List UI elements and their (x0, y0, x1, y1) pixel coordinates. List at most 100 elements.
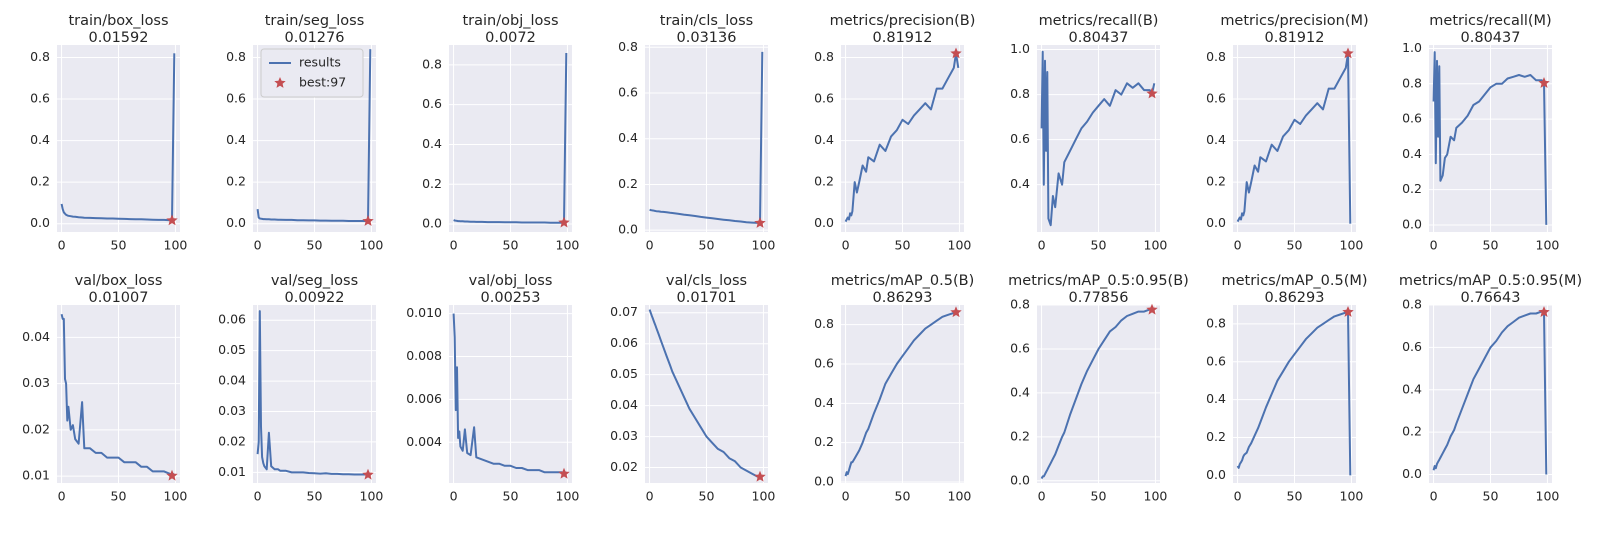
x-tick-label: 100 (360, 238, 384, 253)
x-tick-label: 50 (503, 489, 519, 504)
y-tick-label: 0.2 (1206, 429, 1226, 444)
chart-subtitle: 0.03136 (677, 30, 737, 46)
y-tick-label: 0.02 (22, 421, 50, 436)
y-tick-label: 0.8 (1402, 297, 1422, 312)
chart-title: val/cls_loss (666, 273, 747, 289)
x-tick-label: 50 (895, 238, 911, 253)
y-tick-label: 0.6 (30, 91, 50, 106)
x-tick-label: 100 (164, 238, 188, 253)
best-marker (1146, 87, 1158, 99)
x-tick-label: 100 (164, 489, 188, 504)
line-series (844, 311, 959, 477)
y-tick-label: 0.008 (406, 348, 442, 363)
y-tick-label: 0.6 (1010, 340, 1030, 355)
y-tick-label: 0.0 (814, 474, 834, 489)
line-series (1236, 311, 1352, 476)
best-marker (950, 306, 962, 318)
x-tick-label: 0 (450, 238, 458, 253)
legend-label: best:97 (299, 75, 346, 90)
y-tick-label: 0.04 (610, 397, 638, 412)
chart-subtitle: 0.76643 (1461, 290, 1521, 306)
x-tick-label: 0 (254, 489, 262, 504)
y-tick-label: 0.2 (814, 174, 834, 189)
y-tick-label: 0.6 (618, 85, 638, 100)
x-tick-label: 0 (646, 238, 654, 253)
line-series (1432, 51, 1548, 225)
chart-title: metrics/mAP_0.5(B) (831, 273, 975, 289)
y-tick-label: 0.0 (618, 222, 638, 237)
chart-title: metrics/mAP_0.5:0.95(B) (1008, 273, 1189, 289)
best-marker (166, 214, 178, 226)
y-tick-label: 0.6 (1010, 131, 1030, 146)
y-tick-label: 0.6 (1402, 339, 1422, 354)
y-tick-label: 0.02 (610, 459, 638, 474)
x-tick-label: 50 (1483, 489, 1499, 504)
chart-subtitle: 0.77856 (1069, 290, 1129, 306)
y-tick-label: 0.010 (406, 305, 442, 320)
y-tick-label: 0.0 (30, 215, 50, 230)
line-series (452, 313, 567, 475)
y-tick-label: 0.03 (610, 428, 638, 443)
x-tick-label: 50 (307, 238, 323, 253)
chart-title: metrics/recall(M) (1429, 13, 1551, 29)
x-tick-label: 0 (254, 238, 262, 253)
y-tick-label: 0.02 (218, 433, 246, 448)
line-series (256, 310, 371, 476)
line-series (1432, 310, 1548, 475)
chart-title: val/obj_loss (469, 273, 553, 289)
x-tick-label: 0 (1430, 238, 1438, 253)
y-tick-label: 0.0 (1402, 216, 1422, 231)
y-tick-label: 0.4 (1206, 132, 1226, 147)
y-tick-label: 0.2 (226, 174, 246, 189)
y-tick-label: 0.4 (30, 132, 50, 147)
y-tick-label: 0.4 (1206, 391, 1226, 406)
chart-subtitle: 0.00922 (285, 290, 345, 306)
x-tick-label: 50 (111, 238, 127, 253)
x-tick-label: 50 (699, 238, 715, 253)
x-tick-label: 100 (1340, 489, 1364, 504)
y-tick-label: 0.4 (226, 132, 246, 147)
line-series (256, 49, 372, 222)
y-tick-label: 0.6 (1206, 91, 1226, 106)
y-tick-label: 0.8 (814, 49, 834, 64)
y-tick-label: 0.0 (1206, 467, 1226, 482)
y-tick-label: 0.8 (422, 56, 442, 71)
legend-swatch (274, 77, 286, 88)
best-marker (362, 215, 374, 226)
x-tick-label: 50 (1091, 489, 1107, 504)
best-marker (754, 217, 766, 228)
chart-subtitle: 0.80437 (1461, 30, 1521, 46)
y-tick-label: 0.2 (1402, 181, 1422, 196)
chart-title: val/box_loss (75, 273, 163, 289)
line-series (60, 313, 175, 477)
y-tick-label: 0.2 (618, 176, 638, 191)
y-tick-label: 0.4 (814, 132, 834, 147)
x-tick-label: 0 (842, 238, 850, 253)
best-marker (1538, 306, 1550, 317)
y-tick-label: 0.8 (1402, 75, 1422, 90)
x-tick-label: 100 (948, 238, 972, 253)
y-tick-label: 0.8 (226, 49, 246, 64)
x-tick-label: 100 (360, 489, 384, 504)
y-tick-label: 0.6 (422, 96, 442, 111)
legend: results best:97 (260, 48, 364, 98)
y-tick-label: 0.0 (814, 215, 834, 230)
x-tick-label: 100 (1536, 489, 1560, 504)
best-marker (1342, 306, 1354, 317)
x-tick-label: 0 (1234, 238, 1242, 253)
best-marker (362, 468, 374, 480)
x-tick-label: 50 (1483, 238, 1499, 253)
line-series (648, 309, 763, 478)
x-tick-label: 50 (1287, 489, 1303, 504)
legend-box (260, 48, 364, 98)
y-tick-label: 0.01 (218, 464, 246, 479)
best-marker (1146, 303, 1158, 315)
y-tick-label: 1.0 (1402, 40, 1422, 55)
x-tick-label: 100 (752, 238, 776, 253)
x-tick-label: 50 (895, 489, 911, 504)
best-marker (558, 216, 570, 228)
y-tick-label: 0.05 (218, 342, 246, 357)
y-tick-label: 0.01 (22, 468, 50, 483)
y-tick-label: 0.2 (422, 176, 442, 191)
